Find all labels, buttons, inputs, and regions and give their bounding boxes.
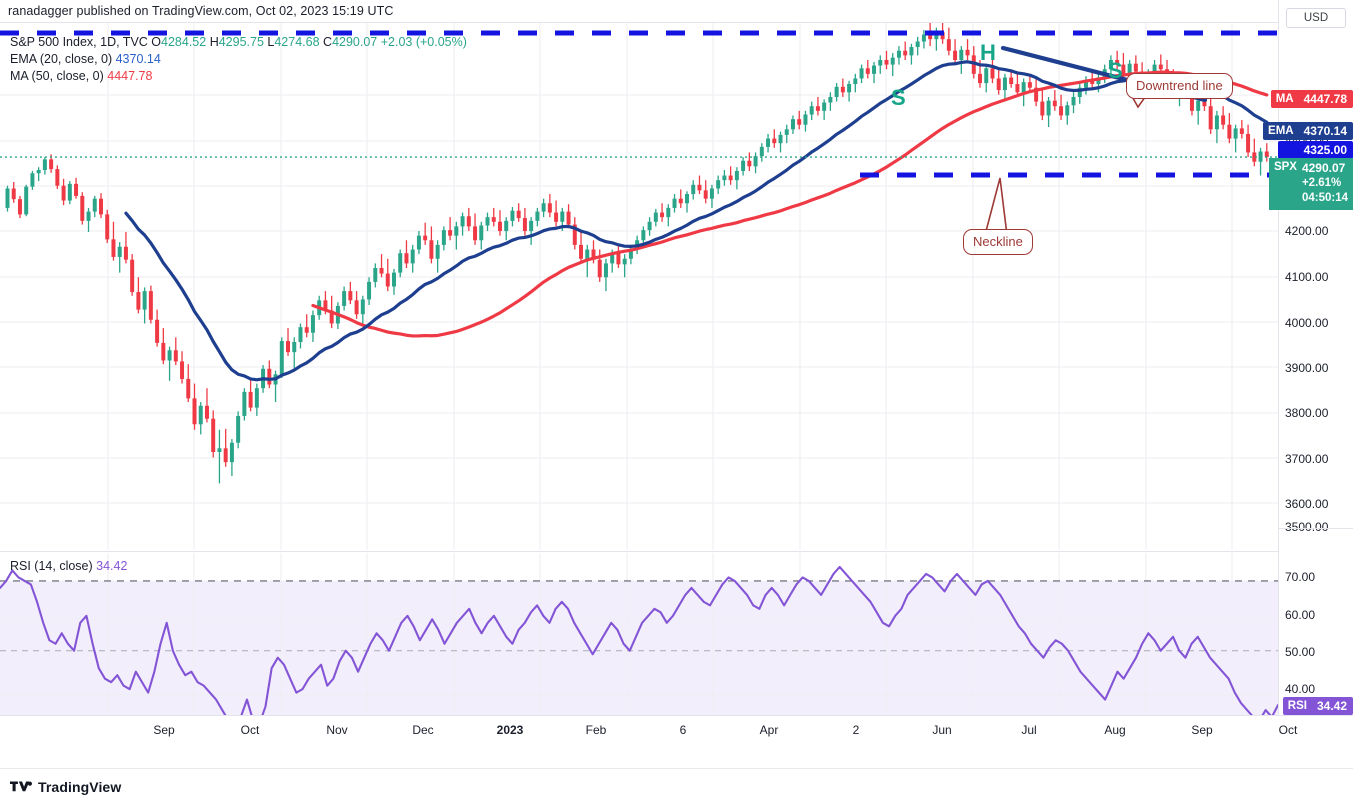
ma-price-tag[interactable]: MA 4447.78 — [1270, 90, 1353, 108]
publish-bar: ranadagger published on TradingView.com,… — [0, 0, 1353, 23]
price-scale[interactable]: USD 4500.00 4400.00 4200.00 4100.00 4000… — [1263, 0, 1353, 727]
footer: TradingView — [0, 768, 1353, 805]
neckline-callout-pointer — [984, 177, 1008, 236]
rsi-vertical-gridlines — [107, 553, 1233, 738]
ema-20-line — [124, 60, 1269, 382]
shoulder-left-marker: S — [891, 85, 906, 110]
time-label-aug-2023: Aug — [1104, 723, 1126, 737]
rsi-tick-70: 70.00 — [1285, 570, 1316, 584]
rsi-tag-code: RSI — [1287, 700, 1307, 712]
price-tick-3700: 3700.00 — [1285, 452, 1329, 466]
spx-price-tag[interactable]: SPX 4290.07 +2.61% 04:50:14 — [1268, 158, 1353, 210]
rsi-tag-value: 34.42 — [1316, 699, 1347, 713]
time-label-sep-2023: Sep — [1191, 723, 1213, 737]
time-label-dec-2022: Dec — [412, 723, 434, 737]
candlesticks — [5, 23, 1269, 484]
time-label-oct-2022: Oct — [240, 723, 260, 737]
horizontal-gridlines — [0, 94, 1278, 504]
price-tick-3500: 3500.00 — [1285, 520, 1329, 534]
head-marker: H — [980, 40, 996, 65]
neckline-callout[interactable]: Neckline — [963, 229, 1033, 255]
price-tick-3600: 3600.00 — [1285, 497, 1329, 511]
time-label-feb-2023: Feb — [585, 723, 607, 737]
shoulder-right-marker: S — [1108, 58, 1123, 83]
ma-tag-value: 4447.78 — [1303, 92, 1347, 106]
neckline-tag-value: 4325.00 — [1303, 143, 1347, 157]
currency-chip[interactable]: USD — [1286, 8, 1346, 28]
spx-tag-values: 4290.07 +2.61% 04:50:14 — [1301, 158, 1353, 210]
rsi-value-tag[interactable]: RSI 34.42 — [1282, 697, 1353, 715]
spx-tag-timer: 04:50:14 — [1301, 192, 1348, 204]
rsi-tick-40: 40.00 — [1285, 682, 1316, 696]
time-label-jun-2023: Jun — [932, 723, 952, 737]
rsi-line — [0, 565, 1278, 729]
price-tick-4000: 4000.00 — [1285, 316, 1329, 330]
chart-frame: S H S Downtrend line Neckline S&P 500 In… — [0, 23, 1353, 768]
tradingview-wordmark: TradingView — [38, 779, 122, 795]
rsi-tick-50: 50.00 — [1285, 645, 1316, 659]
ma-50-line — [311, 70, 1269, 338]
neckline-price-tag[interactable]: 4325.00 — [1278, 141, 1353, 159]
time-label-2023: 2023 — [496, 723, 524, 737]
main-price-pane[interactable]: S H S Downtrend line Neckline S&P 500 In… — [0, 23, 1278, 550]
scale-divider — [1278, 528, 1353, 529]
publish-text: ranadagger published on TradingView.com,… — [8, 4, 394, 18]
price-tick-4200: 4200.00 — [1285, 224, 1329, 238]
time-label-sep-2022: Sep — [153, 723, 175, 737]
spx-tag-code: SPX — [1268, 158, 1302, 210]
downtrend-callout[interactable]: Downtrend line — [1126, 73, 1233, 99]
time-label-may-2: 2 — [852, 723, 860, 737]
time-label-nov-2022: Nov — [326, 723, 348, 737]
time-label-jul-2023: Jul — [1021, 723, 1037, 737]
ma-tag-code: MA — [1275, 93, 1294, 105]
rsi-canvas — [0, 553, 1278, 738]
candlestick-canvas — [0, 23, 1278, 550]
time-label-oct-2023: Oct — [1278, 723, 1298, 737]
price-tick-3900: 3900.00 — [1285, 361, 1329, 375]
rsi-pane[interactable]: RSI (14, close) 34.42 — [0, 553, 1278, 738]
tradingview-logo-group[interactable]: TradingView — [0, 779, 121, 795]
ema-tag-code: EMA — [1268, 125, 1294, 137]
spx-tag-last: 4290.07 — [1301, 161, 1346, 175]
price-tick-4100: 4100.00 — [1285, 270, 1329, 284]
pane-divider — [0, 551, 1278, 552]
time-label-mar-6: 6 — [679, 723, 687, 737]
vertical-gridlines — [107, 23, 1233, 550]
price-tick-3800: 3800.00 — [1285, 406, 1329, 420]
spx-tag-change: +2.61% — [1301, 177, 1342, 189]
ema-price-tag[interactable]: EMA 4370.14 — [1263, 122, 1353, 140]
rsi-tick-60: 60.00 — [1285, 608, 1316, 622]
time-label-apr-2023: Apr — [759, 723, 779, 737]
time-scale[interactable]: Sep Oct Nov Dec 2023 Feb 6 Apr 2 Jun Jul… — [0, 715, 1353, 745]
ema-tag-value: 4370.14 — [1303, 124, 1347, 138]
tradingview-logo-icon — [10, 781, 32, 792]
